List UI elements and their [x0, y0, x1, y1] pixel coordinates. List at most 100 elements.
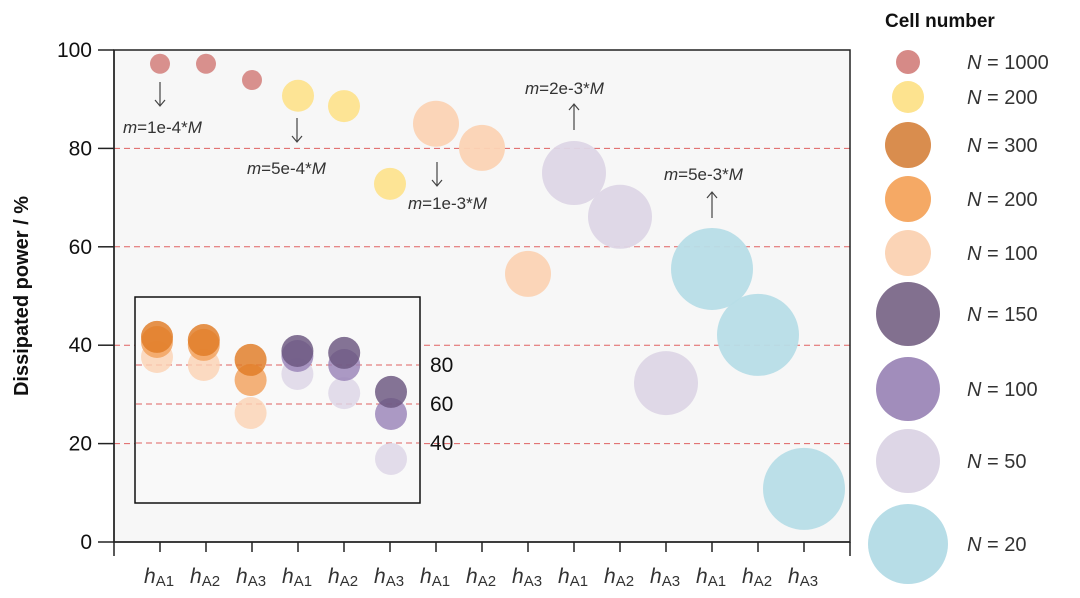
annotations: m=1e-4*Mm=5e-4*Mm=1e-3*Mm=2e-3*Mm=5e-3*M [123, 79, 744, 218]
inset: 40 60 80 [134, 296, 453, 504]
legend-label-part: = 200 [987, 87, 1038, 109]
arrow-down-icon [431, 179, 443, 187]
legend-label: N = 200 [967, 87, 1038, 109]
x-tick-label: hA3 [788, 565, 818, 590]
data-point [763, 447, 845, 530]
legend-marker [892, 81, 924, 113]
data-point [328, 90, 360, 123]
legend-marker [885, 230, 931, 276]
legend-label-part: N [967, 534, 987, 556]
annotation-part: =5e-4* [261, 159, 312, 178]
data-point [588, 184, 652, 249]
legend-label-part: = 50 [987, 451, 1026, 473]
inset-data-point [141, 320, 173, 353]
data-point [459, 124, 505, 171]
x-tick-label: hA3 [650, 565, 680, 590]
annotation-part: M [312, 159, 327, 178]
data-point [542, 141, 606, 205]
annotation-part: M [473, 194, 488, 213]
legend-marker [885, 176, 931, 222]
annotation-part: =1e-4* [137, 118, 188, 137]
inset-points [141, 320, 407, 475]
inset-y-label: 60 [430, 393, 453, 416]
data-point [505, 250, 551, 297]
y-tick-label: 80 [69, 137, 92, 160]
x-tick-subscript: A1 [432, 573, 450, 590]
arrow-down-icon [154, 99, 166, 107]
legend-label: N = 100 [967, 243, 1038, 265]
annotation-label: m=1e-3*M [408, 194, 488, 213]
arrow-up-icon [706, 191, 718, 199]
legend-label-part: N [967, 52, 987, 74]
data-point [413, 100, 459, 147]
annotation-part: =1e-3* [422, 194, 473, 213]
x-tick-label: hA1 [144, 565, 174, 590]
x-tick-subscript: A3 [662, 573, 680, 590]
legend-label-part: = 100 [987, 243, 1038, 265]
annotation-label: m=2e-3*M [525, 79, 605, 98]
legend-label-part: N [967, 243, 987, 265]
x-tick-label: hA2 [604, 565, 634, 590]
legend-label-part: = 200 [987, 189, 1038, 211]
annotation-part: m [123, 118, 137, 137]
legend-marker [868, 504, 948, 584]
data-point [671, 227, 753, 310]
legend-label: N = 50 [967, 451, 1026, 473]
x-tick-subscript: A3 [386, 573, 404, 590]
legend-label-part: = 150 [987, 304, 1038, 326]
x-tick-subscript: A2 [340, 573, 358, 590]
x-axis: hA1 hA2 hA3 hA1 hA2 hA3 hA1 hA2 hA3 hA1 hA2 hA3 hA1 h… [114, 541, 851, 590]
y-tick-label: 40 [69, 334, 92, 357]
inset-data-point [234, 396, 267, 429]
y-tick-label: 60 [69, 236, 92, 259]
x-tick-subscript: A1 [156, 573, 174, 590]
annotation-part: m [247, 159, 261, 178]
legend-label: N = 1000 [967, 52, 1049, 74]
inset-data-point [234, 343, 267, 376]
y-axis: 0 20 40 60 80 100 [57, 39, 115, 556]
annotation-part: M [590, 79, 605, 98]
annotation-part: =2e-3* [539, 79, 590, 98]
data-point [150, 53, 170, 74]
x-tick-label: hA2 [742, 565, 772, 590]
y-tick-label: 20 [69, 433, 92, 456]
data-point [717, 293, 799, 376]
inset-frame [134, 296, 421, 504]
inset-data-point [187, 324, 220, 357]
annotation-part: M [188, 118, 203, 137]
inset-data-point [328, 336, 361, 369]
legend-marker [885, 122, 931, 168]
x-tick-subscript: A2 [616, 573, 634, 590]
legend-marker [876, 429, 940, 493]
inset-data-point [328, 377, 361, 410]
x-tick-label: hA1 [696, 565, 726, 590]
legend-label-part: = 20 [987, 534, 1026, 556]
inset-gridlines [136, 364, 419, 444]
x-tick-subscript: A3 [800, 573, 818, 590]
x-tick-label: hA3 [236, 565, 266, 590]
legend-label-part: = 300 [987, 135, 1038, 157]
legend-marker [876, 282, 940, 346]
x-tick-label: hA1 [282, 565, 312, 590]
legend-label: N = 200 [967, 189, 1038, 211]
x-tick-subscript: A1 [570, 573, 588, 590]
annotation-label: m=1e-4*M [123, 118, 203, 137]
legend-label: N = 150 [967, 304, 1038, 326]
inset-data-point [375, 375, 407, 408]
x-tick-label: hA3 [512, 565, 542, 590]
arrow-down-icon [291, 135, 303, 143]
legend-label-part: N [967, 189, 987, 211]
inset-y-label: 40 [430, 432, 453, 455]
annotation-label: m=5e-3*M [664, 165, 744, 184]
legend-label: N = 100 [967, 379, 1038, 401]
annotation-label: m=5e-4*M [247, 159, 327, 178]
legend-label-part: N [967, 87, 987, 109]
legend-label: N = 20 [967, 534, 1026, 556]
legend-label: N = 300 [967, 135, 1038, 157]
legend-label-part: N [967, 379, 987, 401]
x-tick-label: hA2 [190, 565, 220, 590]
y-tick-label: 0 [80, 531, 92, 554]
data-point [242, 70, 262, 91]
legend-marker [876, 357, 940, 421]
legend-title: Cell number [885, 11, 995, 32]
